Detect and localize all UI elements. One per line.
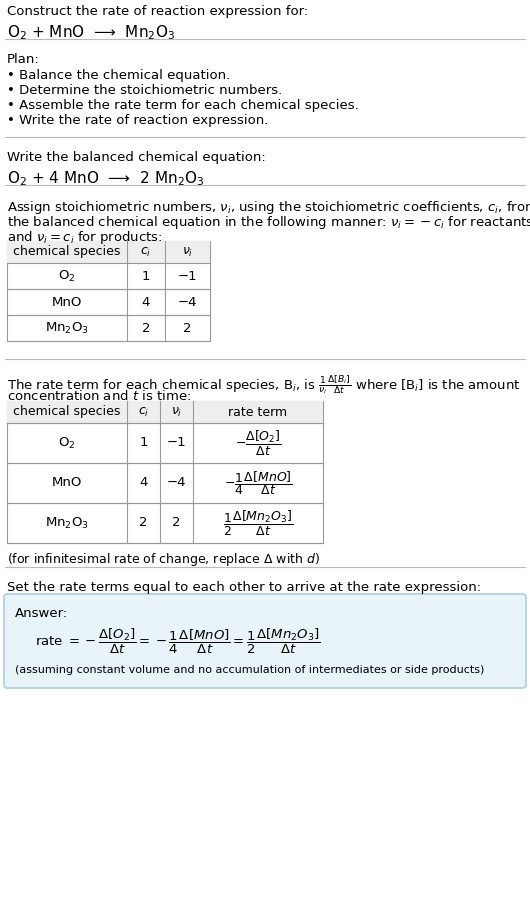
- Text: Mn$_2$O$_3$: Mn$_2$O$_3$: [45, 320, 89, 336]
- Text: $\dfrac{1}{2}\dfrac{\Delta[Mn_2O_3]}{\Delta t}$: $\dfrac{1}{2}\dfrac{\Delta[Mn_2O_3]}{\De…: [223, 509, 293, 538]
- Text: $c_i$: $c_i$: [138, 406, 149, 419]
- Text: −1: −1: [178, 269, 197, 282]
- Text: Construct the rate of reaction expression for:: Construct the rate of reaction expressio…: [7, 5, 308, 18]
- Text: 2: 2: [183, 321, 192, 335]
- Text: the balanced chemical equation in the following manner: $\nu_i = -c_i$ for react: the balanced chemical equation in the fo…: [7, 214, 530, 231]
- Bar: [7, 241, 210, 341]
- Text: 4: 4: [139, 477, 148, 490]
- FancyBboxPatch shape: [4, 594, 526, 688]
- Text: (assuming constant volume and no accumulation of intermediates or side products): (assuming constant volume and no accumul…: [15, 665, 484, 675]
- Text: (for infinitesimal rate of change, replace Δ with $d$): (for infinitesimal rate of change, repla…: [7, 551, 320, 568]
- Text: 4: 4: [142, 296, 150, 308]
- Text: Assign stoichiometric numbers, $\nu_i$, using the stoichiometric coefficients, $: Assign stoichiometric numbers, $\nu_i$, …: [7, 199, 530, 216]
- Text: rate term: rate term: [228, 406, 288, 419]
- Text: 1: 1: [139, 437, 148, 450]
- Text: • Balance the chemical equation.: • Balance the chemical equation.: [7, 69, 230, 82]
- Text: rate $= -\dfrac{\Delta[O_2]}{\Delta t} = -\dfrac{1}{4}\dfrac{\Delta[MnO]}{\Delta: rate $= -\dfrac{\Delta[O_2]}{\Delta t} =…: [35, 627, 321, 656]
- Text: $-\dfrac{1}{4}\dfrac{\Delta[MnO]}{\Delta t}$: $-\dfrac{1}{4}\dfrac{\Delta[MnO]}{\Delta…: [224, 469, 293, 497]
- Text: O$_2$: O$_2$: [58, 436, 76, 450]
- Text: MnO: MnO: [52, 296, 82, 308]
- Text: 1: 1: [142, 269, 150, 282]
- Text: O$_2$ + MnO  ⟶  Mn$_2$O$_3$: O$_2$ + MnO ⟶ Mn$_2$O$_3$: [7, 23, 175, 42]
- Text: O$_2$ + 4 MnO  ⟶  2 Mn$_2$O$_3$: O$_2$ + 4 MnO ⟶ 2 Mn$_2$O$_3$: [7, 169, 204, 187]
- Text: −1: −1: [167, 437, 187, 450]
- Text: concentration and $t$ is time:: concentration and $t$ is time:: [7, 389, 191, 403]
- Text: MnO: MnO: [52, 477, 82, 490]
- Text: • Write the rate of reaction expression.: • Write the rate of reaction expression.: [7, 114, 268, 127]
- Text: $c_i$: $c_i$: [140, 246, 152, 258]
- Text: 2: 2: [139, 517, 148, 530]
- Text: Plan:: Plan:: [7, 53, 40, 66]
- Text: The rate term for each chemical species, B$_i$, is $\frac{1}{\nu_i}\frac{\Delta[: The rate term for each chemical species,…: [7, 373, 521, 396]
- Text: O$_2$: O$_2$: [58, 268, 76, 284]
- Text: • Determine the stoichiometric numbers.: • Determine the stoichiometric numbers.: [7, 84, 282, 97]
- Text: Write the balanced chemical equation:: Write the balanced chemical equation:: [7, 151, 266, 164]
- Text: Set the rate terms equal to each other to arrive at the rate expression:: Set the rate terms equal to each other t…: [7, 581, 481, 594]
- Text: $\nu_i$: $\nu_i$: [182, 246, 193, 258]
- Text: Answer:: Answer:: [15, 607, 68, 620]
- Text: $-\dfrac{\Delta[O_2]}{\Delta t}$: $-\dfrac{\Delta[O_2]}{\Delta t}$: [235, 429, 281, 458]
- Text: 2: 2: [142, 321, 150, 335]
- Text: $\nu_i$: $\nu_i$: [171, 406, 182, 419]
- Text: chemical species: chemical species: [13, 246, 121, 258]
- Bar: [7, 401, 323, 543]
- Text: chemical species: chemical species: [13, 406, 121, 419]
- Text: • Assemble the rate term for each chemical species.: • Assemble the rate term for each chemic…: [7, 99, 359, 112]
- Bar: [7, 401, 323, 423]
- Bar: [7, 241, 210, 263]
- Text: −4: −4: [167, 477, 186, 490]
- Text: 2: 2: [172, 517, 181, 530]
- Text: and $\nu_i = c_i$ for products:: and $\nu_i = c_i$ for products:: [7, 229, 163, 246]
- Text: −4: −4: [178, 296, 197, 308]
- Text: Mn$_2$O$_3$: Mn$_2$O$_3$: [45, 515, 89, 531]
